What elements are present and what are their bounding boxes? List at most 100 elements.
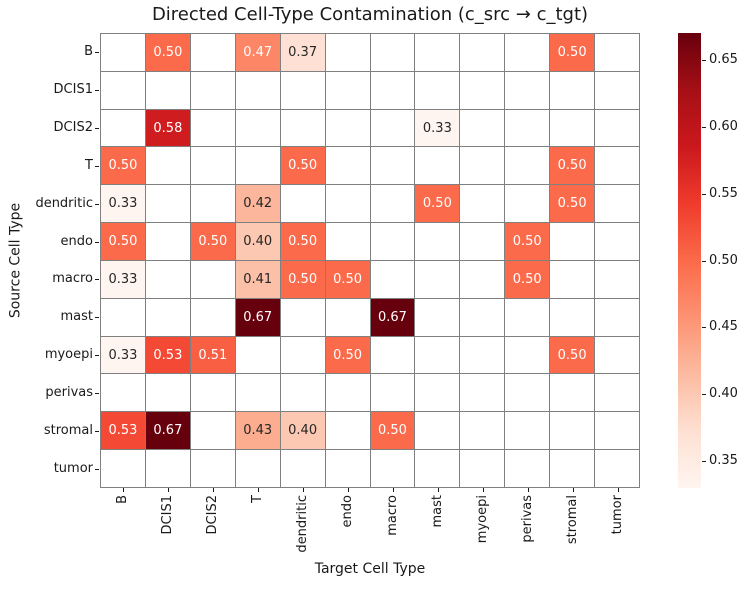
heatmap-cell-macro-endo: 0.50 [325,260,370,298]
heatmap-cell-tumor-DCIS2 [190,450,235,487]
heatmap-cell-DCIS1-B [101,71,145,109]
heatmap-cell-B-perivas [505,34,550,71]
x-tick-label-text: perivas [520,495,535,543]
x-tick-mark [483,488,484,492]
x-tick-label-endo: endo [340,495,356,527]
cell-value: 0.53 [108,423,138,439]
heatmap-cell-perivas-T [235,374,280,412]
heatmap-cell-endo-myoepi [460,223,505,260]
heatmap-cell-T-myoepi [460,147,505,185]
x-tick-mark [168,488,169,492]
cell-value: 0.50 [512,234,542,250]
heatmap-cell-DCIS2-DCIS1: 0.58 [145,109,190,147]
cell-value: 0.40 [243,234,273,250]
heatmap-cell-DCIS1-macro [370,71,415,109]
heatmap-cell-DCIS2-endo [325,109,370,147]
heatmap-cell-myoepi-stromal: 0.50 [550,336,595,374]
heatmap-cell-stromal-perivas [505,412,550,450]
heatmap-cell-stromal-macro: 0.50 [370,412,415,450]
cell-value: 0.33 [108,347,138,363]
heatmap-cell-mast-DCIS2 [190,298,235,336]
cell-value: 0.33 [422,120,452,136]
y-tick-label-T: T [85,157,93,173]
cell-value: 0.50 [108,234,138,250]
chart-title: Directed Cell-Type Contamination (c_src … [151,4,589,25]
heatmap-cell-dendritic-dendritic [280,185,325,223]
y-tick-mark [95,242,99,243]
x-tick-label-B: B [115,495,131,504]
heatmap-cell-mast-mast [415,298,460,336]
cell-value: 0.51 [198,347,228,363]
x-tick-label-T: T [250,495,266,503]
heatmap-cell-DCIS1-mast [415,71,460,109]
heatmap-cell-perivas-macro [370,374,415,412]
heatmap-cell-perivas-B [101,374,145,412]
heatmap-cell-B-DCIS1: 0.50 [145,34,190,71]
heatmap-cell-tumor-myoepi [460,450,505,487]
heatmap-cell-DCIS1-endo [325,71,370,109]
heatmap-cell-perivas-tumor [595,374,639,412]
heatmap-cell-mast-DCIS1 [145,298,190,336]
heatmap-cell-myoepi-B: 0.33 [101,336,145,374]
heatmap-cell-mast-tumor [595,298,639,336]
heatmap-cell-endo-tumor [595,223,639,260]
x-tick-label-macro: macro [385,495,401,536]
heatmap-cell-B-tumor [595,34,639,71]
x-tick-mark [348,488,349,492]
cell-value: 0.50 [512,271,542,287]
colorbar-tick-mark [702,261,706,262]
heatmap-cell-stromal-DCIS1: 0.67 [145,412,190,450]
heatmap-cell-endo-T: 0.40 [235,223,280,260]
heatmap-cell-myoepi-myoepi [460,336,505,374]
heatmap-cell-stromal-T: 0.43 [235,412,280,450]
heatmap-cell-DCIS1-myoepi [460,71,505,109]
colorbar-tick-label: 0.35 [709,453,738,469]
heatmap-cell-endo-macro [370,223,415,260]
heatmap-cell-DCIS2-stromal [550,109,595,147]
y-tick-label-DCIS1: DCIS1 [53,81,93,97]
heatmap-cell-DCIS2-B [101,109,145,147]
heatmap-cell-mast-T: 0.67 [235,298,280,336]
y-tick-label-endo: endo [60,233,93,249]
cell-value: 0.50 [108,158,138,174]
cell-value: 0.50 [377,423,407,439]
x-tick-label-text: tumor [610,495,625,535]
cell-value: 0.33 [108,271,138,287]
y-tick-label-myoepi: myoepi [44,347,93,363]
heatmap-cell-stromal-stromal [550,412,595,450]
cell-value: 0.37 [288,44,318,60]
heatmap-cell-DCIS2-DCIS2 [190,109,235,147]
cell-value: 0.42 [243,196,273,212]
heatmap-cell-DCIS1-tumor [595,71,639,109]
heatmap-cell-tumor-B [101,450,145,487]
heatmap-cell-perivas-perivas [505,374,550,412]
heatmap-cell-dendritic-perivas [505,185,550,223]
cell-value: 0.50 [557,158,587,174]
heatmap-cell-tumor-perivas [505,450,550,487]
colorbar-tick-mark [702,327,706,328]
x-tick-label-dendritic: dendritic [295,495,311,553]
cell-value: 0.41 [243,271,273,287]
x-tick-mark [573,488,574,492]
y-tick-mark [95,204,99,205]
y-tick-mark [95,355,99,356]
cell-value: 0.53 [153,347,183,363]
heatmap-cell-myoepi-macro [370,336,415,374]
heatmap-cell-T-mast [415,147,460,185]
y-tick-mark [95,52,99,53]
heatmap-cell-DCIS2-myoepi [460,109,505,147]
colorbar [678,33,701,488]
heatmap-cell-perivas-endo [325,374,370,412]
x-tick-label-text: DCIS1 [160,495,175,535]
heatmap-cell-tumor-macro [370,450,415,487]
cell-value: 0.67 [243,309,273,325]
heatmap-cell-DCIS2-T [235,109,280,147]
x-tick-label-mast: mast [430,495,446,528]
heatmap-cell-endo-perivas: 0.50 [505,223,550,260]
heatmap-cell-mast-B [101,298,145,336]
y-tick-mark [95,469,99,470]
colorbar-tick-mark [702,461,706,462]
cell-value: 0.67 [153,423,183,439]
x-tick-label-text: T [250,495,265,503]
